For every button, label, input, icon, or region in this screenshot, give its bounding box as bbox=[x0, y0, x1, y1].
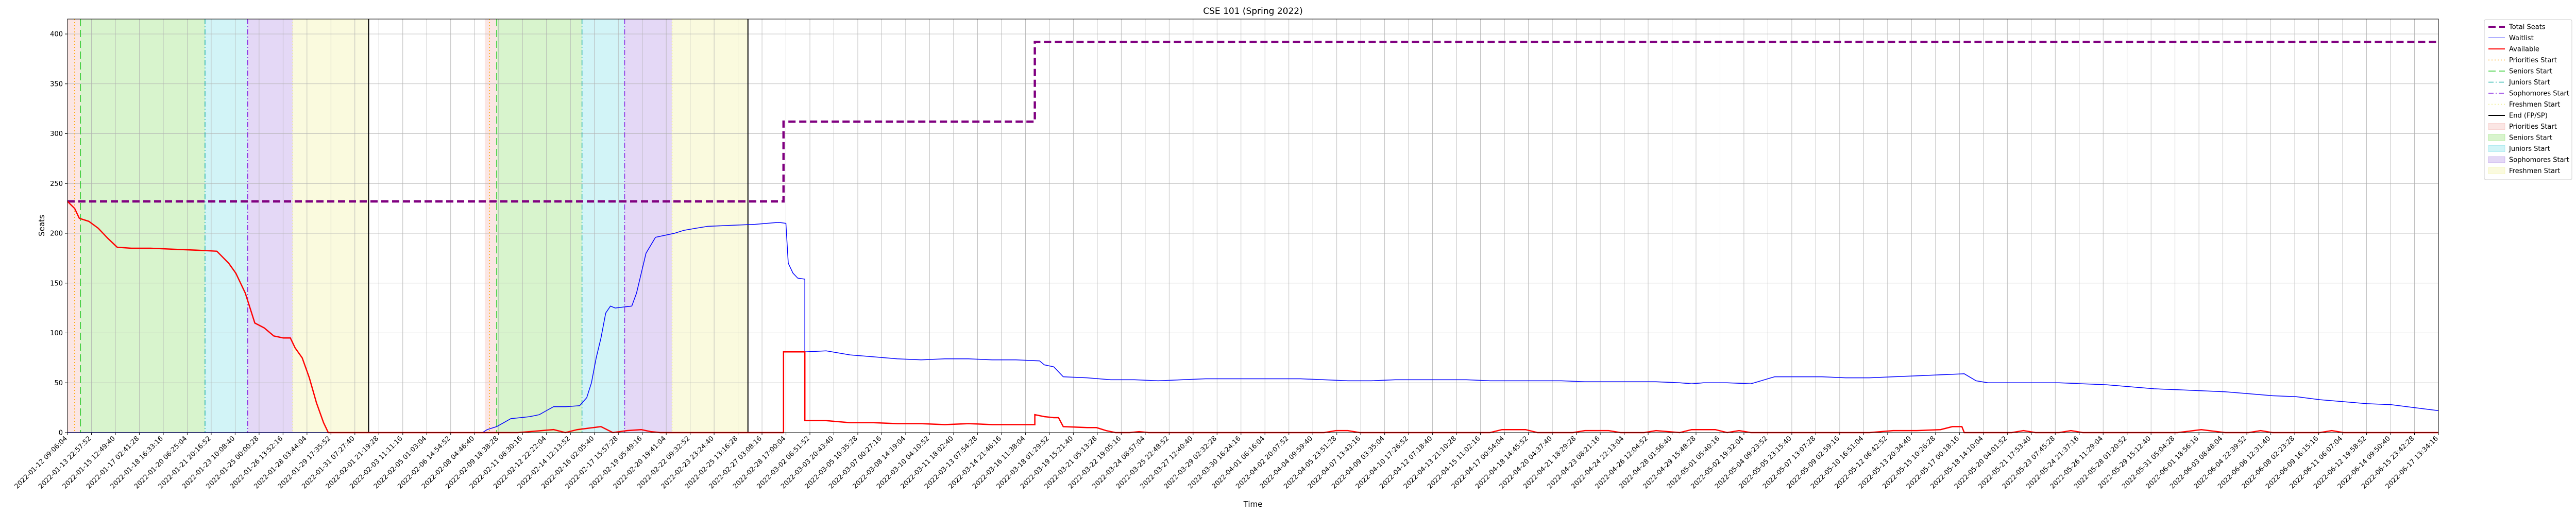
legend-swatch bbox=[2488, 123, 2505, 130]
y-tick-label: 50 bbox=[54, 380, 63, 387]
series-line bbox=[67, 221, 2439, 433]
y-axis: 0 50 100 150 200 250 300 350 400 bbox=[50, 31, 67, 437]
shaded-period bbox=[205, 19, 248, 433]
legend-label: Seniors Start bbox=[2509, 134, 2552, 142]
legend-label: Seniors Start bbox=[2509, 68, 2552, 76]
legend-label: Available bbox=[2509, 46, 2539, 54]
y-tick-label: 400 bbox=[50, 31, 63, 39]
legend-swatch bbox=[2488, 134, 2505, 141]
legend-label: Total Seats bbox=[2509, 24, 2546, 31]
legend-swatch bbox=[2488, 145, 2505, 152]
vertical-marker-layer bbox=[74, 19, 749, 433]
legend-label: Priorities Start bbox=[2509, 57, 2557, 64]
series-line bbox=[67, 41, 2438, 203]
plot-frame bbox=[67, 19, 2439, 433]
legend-label: Waitlist bbox=[2509, 35, 2534, 42]
x-axis-title: Time bbox=[1243, 500, 1263, 509]
y-tick-label: 150 bbox=[50, 280, 63, 287]
y-axis-title: Seats bbox=[37, 215, 46, 236]
shaded-period bbox=[496, 19, 582, 433]
legend: Total Seats Waitlist Available Priorities S… bbox=[2484, 19, 2572, 180]
legend-label: Priorities Start bbox=[2509, 123, 2557, 131]
series-layer bbox=[67, 41, 2439, 434]
shaded-period bbox=[293, 19, 369, 433]
legend-label: Sophomores Start bbox=[2509, 157, 2569, 164]
legend-label: End (FP/SP) bbox=[2509, 112, 2548, 120]
y-tick-label: 200 bbox=[50, 230, 63, 238]
y-tick-label: 350 bbox=[50, 80, 63, 88]
y-tick-label: 0 bbox=[59, 430, 63, 437]
legend-label: Freshmen Start bbox=[2509, 167, 2560, 175]
period-shading-layer bbox=[67, 19, 748, 433]
chart-title: CSE 101 (Spring 2022) bbox=[1203, 6, 1302, 16]
grid-layer bbox=[67, 19, 2439, 433]
y-tick-label: 300 bbox=[50, 130, 63, 138]
legend-box bbox=[2484, 19, 2572, 180]
shaded-period bbox=[80, 19, 205, 433]
shaded-period bbox=[247, 19, 293, 433]
legend-swatch bbox=[2488, 167, 2505, 174]
legend-label: Sophomores Start bbox=[2509, 90, 2569, 98]
y-tick-label: 250 bbox=[50, 180, 63, 188]
series-line bbox=[67, 201, 2438, 434]
shaded-period bbox=[672, 19, 748, 433]
shaded-period bbox=[67, 19, 81, 433]
shaded-period bbox=[582, 19, 625, 433]
y-tick-label: 100 bbox=[50, 330, 63, 337]
shaded-period bbox=[624, 19, 672, 433]
shaded-period bbox=[484, 19, 497, 433]
legend-swatch bbox=[2488, 156, 2505, 163]
legend-label: Freshmen Start bbox=[2509, 101, 2560, 109]
legend-label: Juniors Start bbox=[2509, 79, 2550, 87]
legend-label: Juniors Start bbox=[2509, 145, 2550, 153]
